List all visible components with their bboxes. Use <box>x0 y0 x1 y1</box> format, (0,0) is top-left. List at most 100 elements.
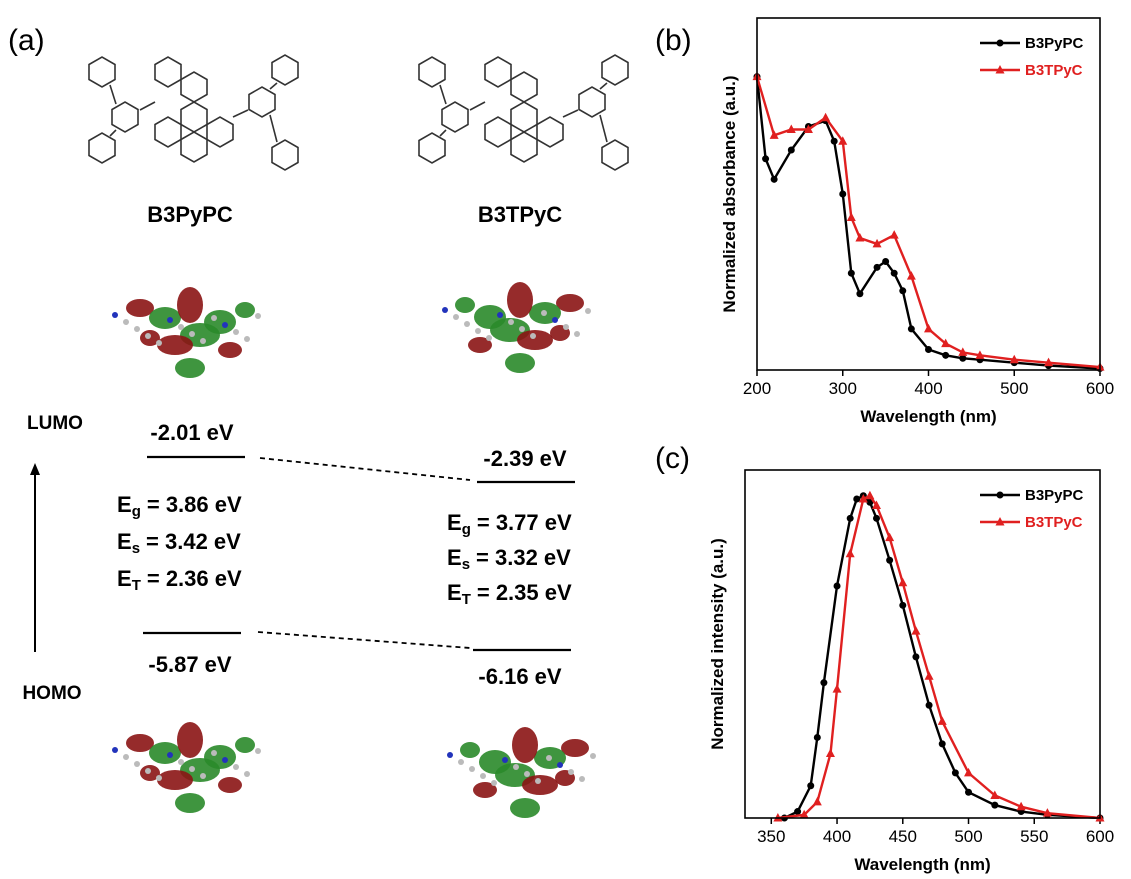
x-tick-label: 350 <box>757 827 785 846</box>
atom <box>211 315 217 321</box>
molecule-name: B3PyPC <box>147 202 233 227</box>
atom <box>244 336 250 342</box>
orbital-lobe <box>460 742 480 758</box>
orbital-lobe <box>218 777 242 793</box>
atom <box>255 313 261 319</box>
marker <box>952 769 959 776</box>
panel-label: (b) <box>655 24 692 57</box>
atom <box>200 773 206 779</box>
atom <box>519 326 525 332</box>
atom <box>530 333 536 339</box>
orbital-lobe <box>177 722 203 758</box>
legend-marker <box>997 492 1004 499</box>
y-axis-label: Normalized intensity (a.u.) <box>708 538 727 750</box>
marker <box>942 352 949 359</box>
atom <box>535 778 541 784</box>
marker <box>834 583 841 590</box>
energy-subscript: s <box>132 540 140 557</box>
marker <box>891 270 898 277</box>
marker <box>820 679 827 686</box>
panel-label: (a) <box>8 24 45 57</box>
marker <box>847 515 854 522</box>
orbital-lobe <box>204 745 236 769</box>
atom <box>464 321 470 327</box>
x-axis-label: Wavelength (nm) <box>860 407 996 426</box>
orbital-lobe <box>561 739 589 757</box>
orbital-lobe <box>235 737 255 753</box>
atom <box>579 776 585 782</box>
orbital-lobe <box>149 742 181 764</box>
energy-value: = 3.77 eV <box>477 510 572 535</box>
energy-symbol: E <box>447 510 462 535</box>
atom <box>497 312 503 318</box>
energy-symbol: E <box>447 545 462 570</box>
atom <box>211 750 217 756</box>
orbital-lobe <box>522 775 558 795</box>
x-tick-label: 600 <box>1086 379 1114 398</box>
marker <box>856 290 863 297</box>
x-tick-label: 300 <box>829 379 857 398</box>
lumo-energy: -2.01 eV <box>150 420 233 445</box>
atom <box>178 759 184 765</box>
marker <box>882 258 889 265</box>
x-tick-label: 600 <box>1086 827 1114 846</box>
x-axis-label: Wavelength (nm) <box>854 855 990 874</box>
marker <box>873 515 880 522</box>
orbital-lobe <box>126 299 154 317</box>
atom <box>513 764 519 770</box>
orbital-lobe <box>505 353 535 373</box>
atom <box>233 764 239 770</box>
atom <box>469 766 475 772</box>
y-axis-label: Normalized absorbance (a.u.) <box>720 75 739 312</box>
orbital-lobe <box>126 734 154 752</box>
atom <box>568 769 574 775</box>
atom <box>480 773 486 779</box>
marker <box>908 325 915 332</box>
marker <box>853 496 860 503</box>
atom <box>563 324 569 330</box>
orbital-lobe <box>512 727 538 763</box>
marker <box>794 808 801 815</box>
orbital-lobe <box>175 793 205 813</box>
atom <box>541 310 547 316</box>
marker <box>762 155 769 162</box>
atom <box>112 312 118 318</box>
orbital-lobe <box>157 770 193 790</box>
homo-label: HOMO <box>22 683 81 704</box>
orbital-lobe <box>235 302 255 318</box>
marker <box>912 653 919 660</box>
atom <box>167 317 173 323</box>
homo-energy: -5.87 eV <box>148 652 231 677</box>
atom <box>233 329 239 335</box>
orbital-lobe <box>204 310 236 334</box>
energy-symbol: E <box>117 492 132 517</box>
marker <box>788 147 795 154</box>
atom <box>442 307 448 313</box>
energy-value: = 3.42 eV <box>146 529 241 554</box>
atom <box>156 340 162 346</box>
atom <box>200 338 206 344</box>
legend-label: B3PyPC <box>1025 35 1084 52</box>
orbital-lobe <box>507 282 533 318</box>
marker <box>874 264 881 271</box>
atom <box>222 757 228 763</box>
atom <box>585 308 591 314</box>
atom <box>552 317 558 323</box>
atom <box>453 314 459 320</box>
atom <box>244 771 250 777</box>
energy-value: = 2.35 eV <box>477 580 572 605</box>
figure: (a) B3PyPC B3TPyC LUMO HOMO -2.01 eV -2.… <box>0 0 1131 879</box>
homo-energy: -6.16 eV <box>478 664 561 689</box>
atom <box>458 759 464 765</box>
energy-symbol: E <box>447 580 462 605</box>
x-tick-label: 500 <box>954 827 982 846</box>
orbital-lobe <box>218 342 242 358</box>
x-tick-label: 400 <box>823 827 851 846</box>
energy-subscript: g <box>462 521 471 538</box>
legend-label: B3TPyC <box>1025 62 1083 79</box>
legend-marker <box>997 40 1004 47</box>
marker <box>814 734 821 741</box>
molecule-name: B3TPyC <box>478 202 562 227</box>
x-tick-label: 400 <box>914 379 942 398</box>
marker <box>925 346 932 353</box>
